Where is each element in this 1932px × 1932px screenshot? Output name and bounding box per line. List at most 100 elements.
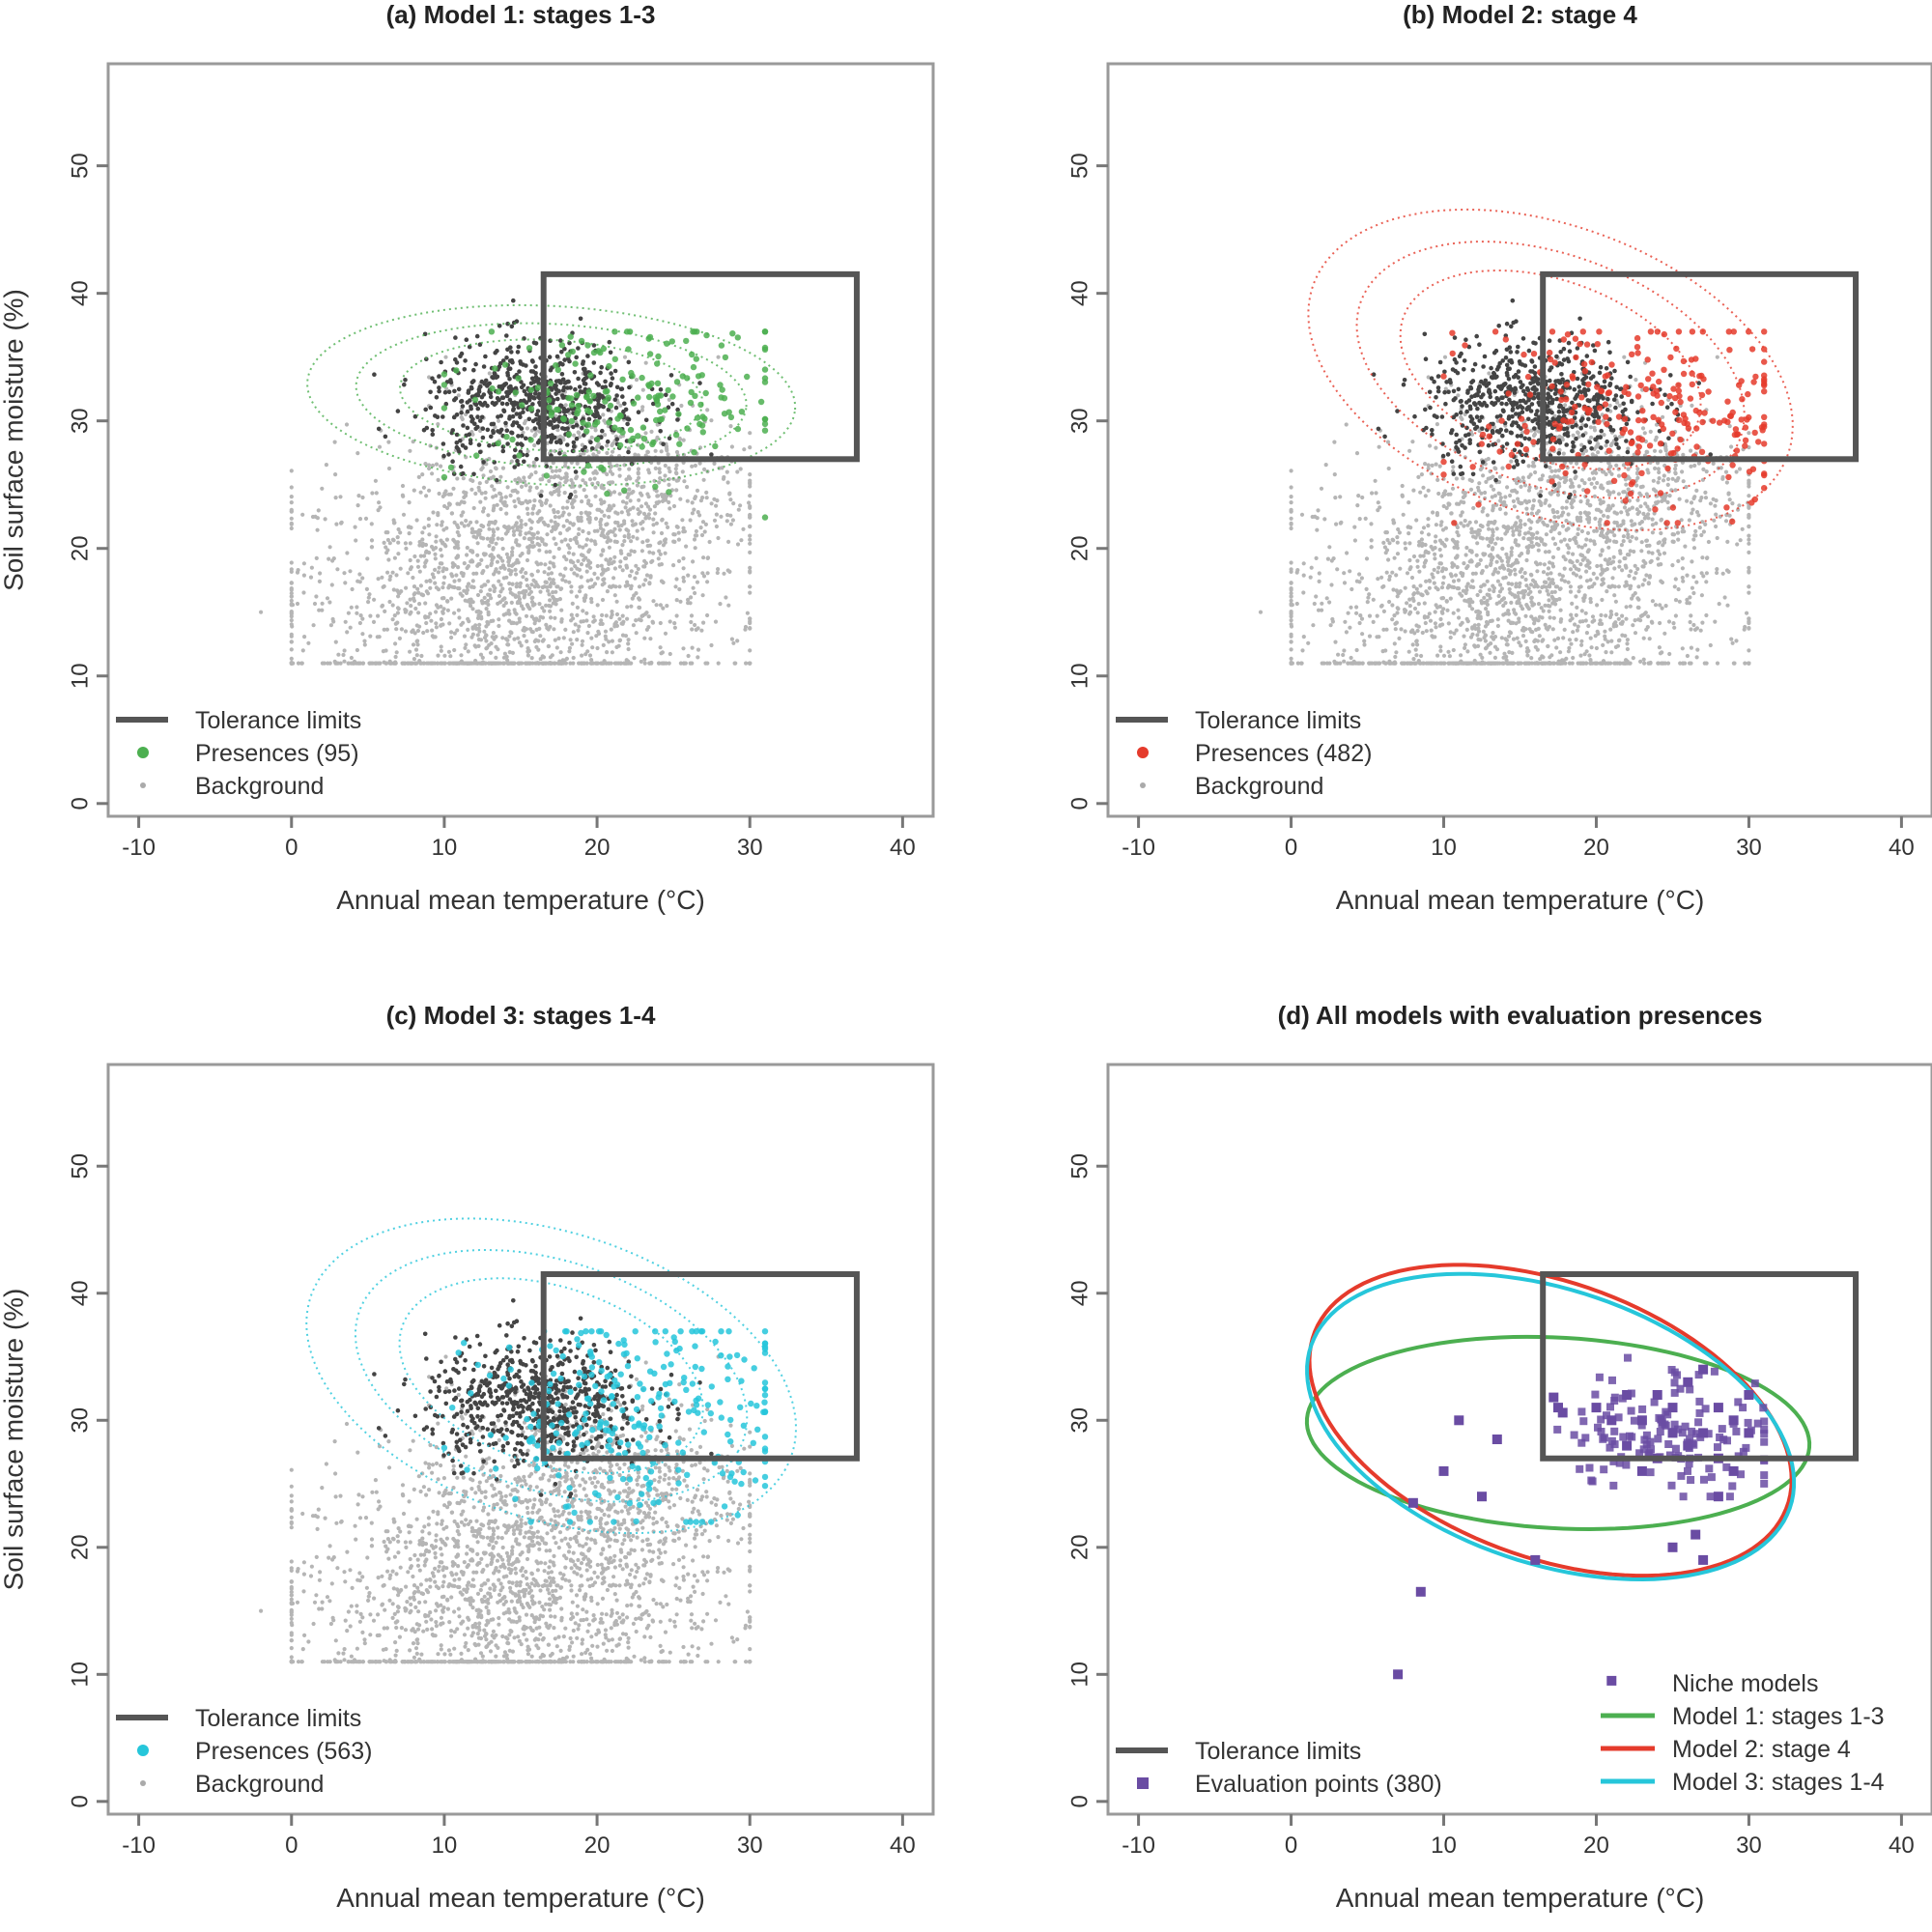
background-point [652, 504, 658, 509]
background-point [593, 516, 599, 522]
niche-ellipse [306, 303, 797, 487]
background-point [600, 582, 605, 587]
background-point [1491, 546, 1495, 551]
background-point [1459, 513, 1463, 518]
background-point [674, 449, 680, 455]
background-point [418, 554, 423, 558]
background-point [564, 505, 570, 510]
presence-point [721, 395, 728, 402]
background-point [1564, 656, 1569, 662]
background-point [491, 474, 496, 479]
background-point [370, 491, 375, 496]
background-point [507, 650, 512, 655]
background-point [671, 563, 676, 568]
background-point [724, 519, 729, 524]
presence-point [583, 428, 590, 435]
background-point [501, 603, 506, 609]
background-point [1527, 536, 1532, 541]
background-point [649, 429, 654, 434]
background-point [400, 483, 406, 489]
background-point [663, 551, 668, 555]
background-point [482, 629, 487, 634]
background-point [647, 516, 652, 521]
background-point [1578, 499, 1583, 504]
background-point [552, 661, 556, 666]
background-point [625, 605, 630, 610]
background-point [1588, 596, 1593, 602]
background-point [640, 526, 645, 531]
presence-point [565, 352, 572, 358]
background-point [695, 580, 700, 584]
background-point [440, 441, 446, 446]
background-point [327, 600, 332, 605]
background-point [646, 468, 651, 472]
background-point [1301, 635, 1306, 639]
background-point [593, 409, 599, 413]
background-point [1582, 555, 1587, 560]
background-point [1615, 643, 1621, 648]
background-point [614, 661, 619, 666]
background-point [296, 661, 301, 666]
background-point [1428, 443, 1433, 448]
background-point [490, 661, 495, 666]
background-point [1543, 500, 1548, 505]
background-point [560, 436, 565, 440]
background-point [386, 466, 392, 471]
background-point [607, 480, 611, 486]
background-point [1573, 622, 1577, 627]
background-point [704, 490, 709, 495]
background-point [744, 661, 749, 666]
background-point [387, 541, 392, 546]
background-point [1448, 492, 1453, 497]
background-point [517, 640, 523, 645]
background-point [1745, 611, 1749, 615]
background-point [1575, 605, 1579, 611]
background-point [427, 532, 432, 537]
legend-label: Background [195, 773, 324, 800]
background-point [709, 418, 714, 423]
background-point [452, 388, 457, 394]
background-point [554, 391, 558, 396]
background-point [497, 418, 501, 423]
background-point [1600, 621, 1605, 627]
background-point [1436, 565, 1441, 570]
background-point [1618, 661, 1623, 666]
background-point [356, 493, 361, 498]
background-point [654, 521, 660, 526]
background-point [1433, 552, 1437, 556]
background-point [667, 499, 671, 505]
background-point [1492, 519, 1497, 525]
background-point [662, 538, 668, 543]
background-point [605, 450, 610, 456]
presence-point [447, 464, 455, 471]
background-point [1692, 627, 1698, 633]
background-point [589, 600, 594, 605]
background-point [553, 638, 557, 642]
background-point [483, 496, 488, 500]
background-point [674, 598, 679, 603]
background-point [621, 619, 626, 624]
background-point [1488, 650, 1492, 655]
background-point [648, 543, 653, 548]
presence-point [646, 351, 654, 357]
plot-frame [106, 62, 935, 818]
presence-point [689, 351, 696, 358]
background-point [672, 621, 677, 626]
background-points [1258, 298, 1751, 666]
background-point [563, 627, 568, 633]
background-point [1395, 611, 1400, 615]
background-point [513, 567, 518, 573]
background-point [1604, 443, 1608, 448]
presence-point [453, 367, 460, 374]
background-point [1416, 474, 1421, 479]
background-point [594, 444, 600, 449]
background-point [690, 645, 695, 650]
background-point [526, 530, 532, 535]
background-point [419, 592, 424, 597]
background-point [1616, 639, 1622, 643]
background-point [1334, 522, 1339, 526]
background-point [316, 508, 321, 513]
background-point [546, 627, 551, 632]
background-point [1369, 522, 1374, 526]
background-point [423, 407, 429, 412]
